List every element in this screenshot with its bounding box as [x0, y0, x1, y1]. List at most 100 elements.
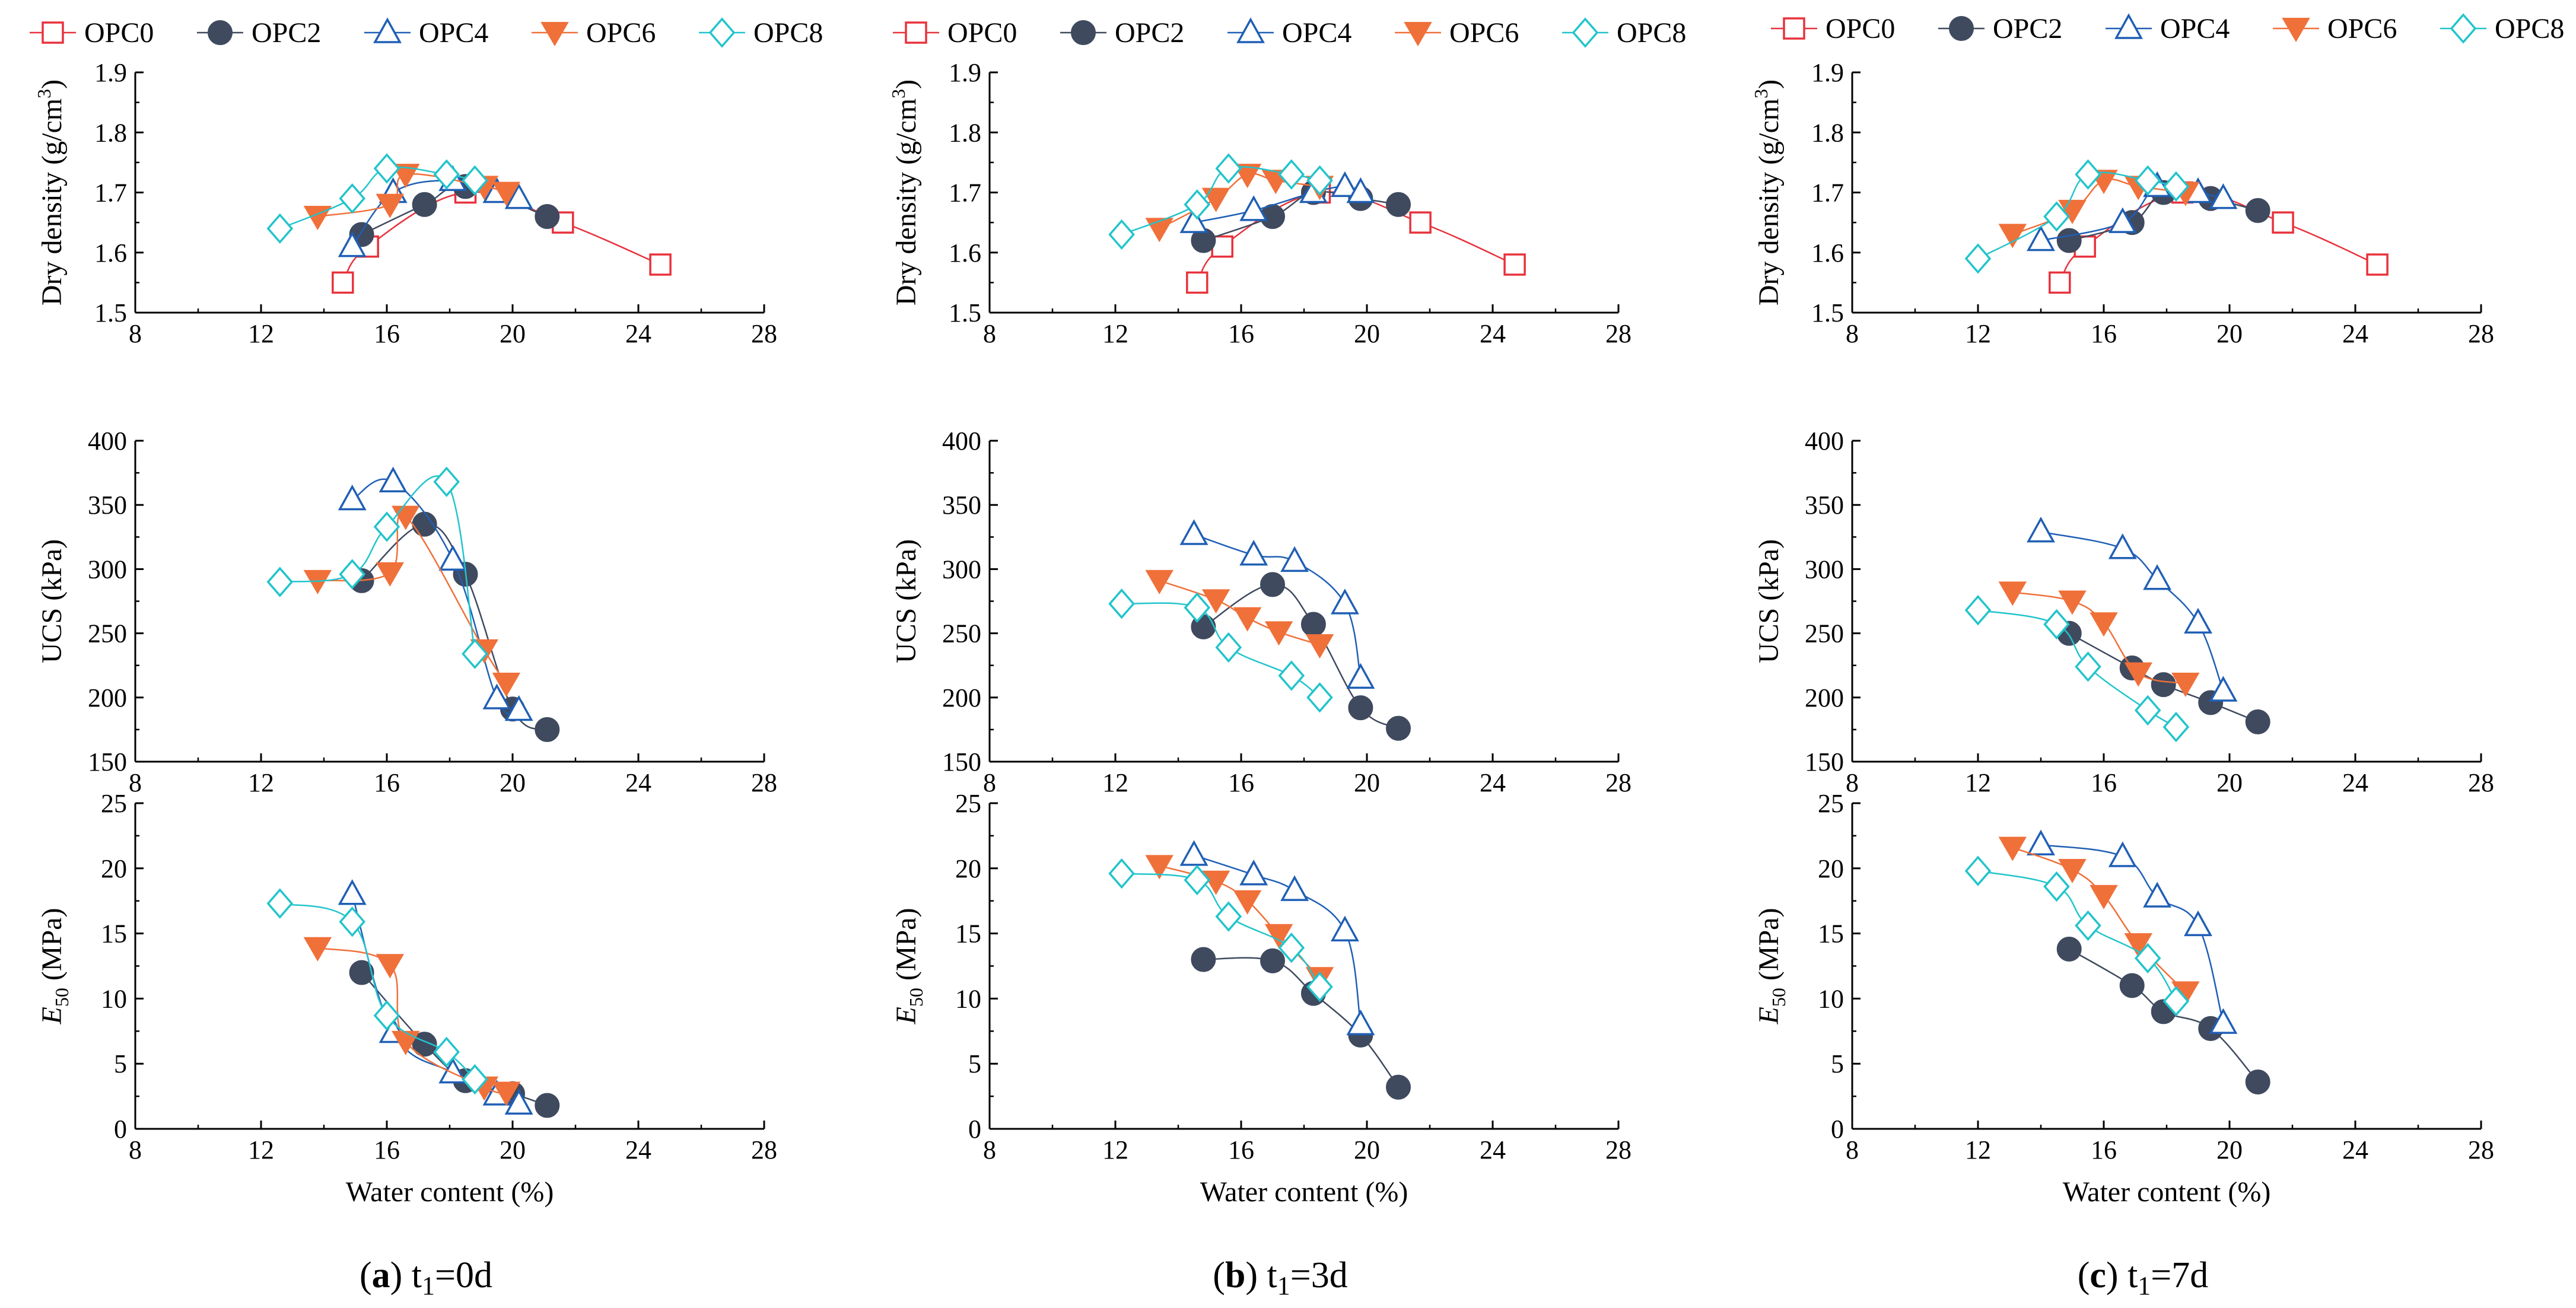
- x-tick-label: 16: [374, 1135, 400, 1164]
- panel-caption: (c) t1=7d: [2078, 1255, 2209, 1300]
- data-point-opc6: [1201, 870, 1230, 895]
- data-point-opc4: [1330, 171, 1359, 198]
- y-tick-label: 25: [1818, 789, 1844, 818]
- x-tick-label: 16: [374, 768, 400, 797]
- x-tick-label: 16: [2091, 319, 2117, 348]
- data-point-opc6: [376, 562, 405, 587]
- data-point-opc8: [2134, 165, 2161, 196]
- y-tick-label: 1.9: [1811, 58, 1844, 87]
- legend-marker-opc0: [42, 21, 64, 44]
- data-point-opc8: [2162, 711, 2190, 743]
- data-point-opc0: [649, 253, 672, 276]
- x-tick-label: 28: [751, 768, 777, 797]
- data-point-opc2: [1191, 947, 1216, 972]
- legend-label-opc4: OPC4: [1282, 17, 1351, 49]
- data-point-opc8: [462, 1064, 488, 1095]
- y-tick-label: 1.6: [1811, 238, 1844, 268]
- y-axis-label: Dry density (g/cm3): [1750, 79, 1785, 305]
- data-point-opc4: [504, 1089, 533, 1115]
- y-tick-label: 1.7: [94, 179, 127, 208]
- data-point-opc2: [2151, 672, 2176, 698]
- data-point-opc2: [1386, 715, 1411, 741]
- data-point-opc4: [2027, 225, 2055, 252]
- x-tick-label: 28: [1605, 1135, 1632, 1164]
- y-tick-label: 10: [101, 984, 127, 1013]
- data-point-opc2: [1260, 948, 1285, 973]
- data-point-opc6: [492, 672, 521, 697]
- y-tick-label: 300: [88, 555, 127, 584]
- legend-label-opc6: OPC6: [1449, 17, 1519, 49]
- data-point-opc8: [1964, 594, 1992, 626]
- data-point-opc4: [338, 231, 367, 257]
- data-point-opc2: [2245, 709, 2270, 734]
- data-point-opc6: [1201, 589, 1230, 614]
- data-point-opc6: [2090, 884, 2118, 909]
- data-point-opc6: [1145, 855, 1173, 880]
- x-tick-label: 28: [1605, 319, 1632, 348]
- x-tick-label: 20: [500, 768, 526, 797]
- data-point-opc4: [2209, 1008, 2238, 1034]
- data-point-opc8: [1108, 219, 1135, 250]
- data-point-opc4: [1346, 1009, 1375, 1036]
- panel: 8 12 16 20 24 28 0 5 10 15 20 25 E50 (MPa) Water cont…: [1753, 789, 2494, 1208]
- y-axis-label: Dry density (g/cm3): [888, 79, 922, 305]
- data-point-opc4: [1239, 539, 1268, 566]
- y-tick-label: 300: [942, 555, 981, 584]
- data-point-opc6: [2058, 858, 2087, 883]
- panel-caption: (b) t1=3d: [1213, 1255, 1347, 1300]
- data-point-opc8: [1215, 901, 1242, 932]
- legend-marker-opc2: [1949, 16, 1974, 41]
- legend-label-opc2: OPC2: [1115, 17, 1184, 49]
- x-tick-label: 28: [2468, 1135, 2494, 1164]
- y-tick-label: 1.5: [949, 298, 981, 327]
- data-point-opc6: [1201, 187, 1230, 212]
- x-tick-label: 16: [2091, 768, 2117, 797]
- series-line-opc4: [351, 894, 520, 1105]
- data-point-opc6: [303, 937, 332, 962]
- x-tick-label: 20: [2216, 319, 2243, 348]
- x-tick-label: 12: [1102, 768, 1128, 797]
- data-point-opc2: [535, 204, 560, 229]
- data-point-opc6: [1264, 924, 1293, 949]
- data-point-opc0: [1503, 253, 1526, 276]
- data-point-opc8: [1306, 682, 1333, 713]
- x-tick-label: 24: [625, 768, 651, 797]
- data-point-opc2: [2245, 198, 2270, 223]
- panel: 8 12 16 20 24 28 150 200 250 300 350 400 UCS (kPa): [891, 427, 1632, 797]
- panel: 8 12 16 20 24 28 0 5 10 15 20 25 E50 (MPa) Water cont…: [36, 789, 777, 1208]
- legend-marker-opc4: [2114, 13, 2143, 39]
- data-point-opc8: [266, 888, 294, 919]
- y-axis-label: E50 (MPa): [891, 908, 927, 1025]
- data-point-opc4: [1179, 519, 1209, 545]
- x-tick-label: 8: [983, 768, 996, 797]
- data-point-opc8: [433, 159, 460, 190]
- y-tick-label: 10: [955, 984, 981, 1013]
- data-point-opc6: [2124, 933, 2153, 958]
- data-point-opc8: [462, 638, 488, 669]
- data-point-opc2: [2056, 228, 2082, 253]
- x-tick-label: 24: [1480, 319, 1506, 348]
- data-point-opc8: [1278, 660, 1305, 691]
- x-tick-label: 12: [1965, 1135, 1991, 1164]
- data-point-opc8: [2134, 695, 2161, 726]
- data-point-opc8: [1215, 153, 1242, 184]
- data-point-opc4: [504, 183, 533, 209]
- data-point-opc8: [1964, 243, 1992, 274]
- data-point-opc2: [2245, 1069, 2270, 1094]
- y-tick-label: 1.8: [1811, 118, 1844, 147]
- x-tick-label: 12: [1102, 319, 1128, 348]
- x-tick-label: 24: [2342, 1135, 2368, 1164]
- x-tick-label: 16: [1228, 768, 1254, 797]
- data-point-opc8: [1215, 632, 1242, 663]
- y-tick-label: 5: [114, 1049, 127, 1078]
- data-point-opc2: [1386, 192, 1411, 217]
- x-tick-label: 8: [1846, 768, 1859, 797]
- x-tick-label: 20: [1354, 319, 1380, 348]
- y-tick-label: 1.8: [949, 118, 981, 147]
- legend: OPC0 OPC2 OPC4 OPC6 OPC8: [1771, 13, 2564, 44]
- x-tick-label: 12: [1965, 319, 1991, 348]
- data-point-opc4: [338, 879, 367, 905]
- data-point-opc8: [373, 1000, 400, 1031]
- y-axis-label: E50 (MPa): [36, 908, 72, 1025]
